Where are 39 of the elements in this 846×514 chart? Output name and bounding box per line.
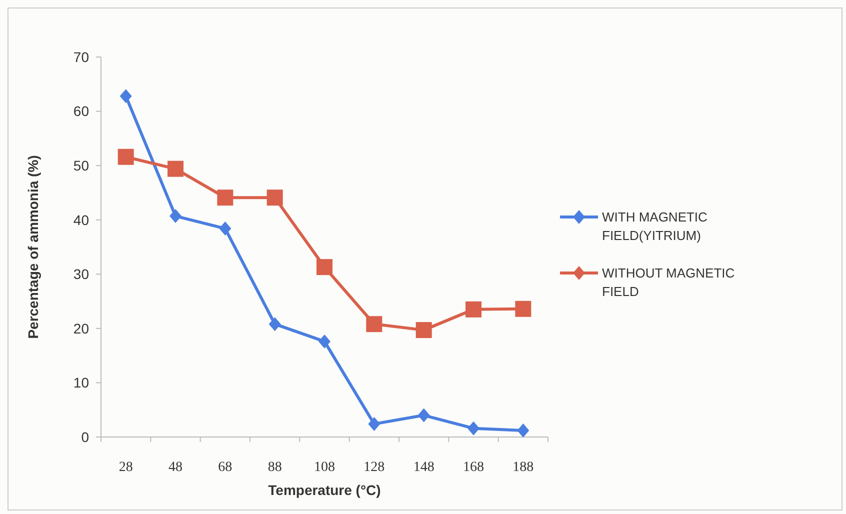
point (466, 301, 482, 318)
x-tick-label: 108 (314, 460, 335, 475)
point (170, 209, 182, 224)
y-tick-label: 50 (73, 157, 90, 174)
point (517, 423, 530, 438)
y-tick-label: 30 (73, 266, 90, 282)
x-tick-label: 128 (364, 460, 385, 475)
point (416, 322, 432, 338)
x-tick-label: 28 (118, 460, 133, 475)
y-tick-label: 0 (81, 428, 90, 445)
legend-label: WITH MAGNETIC FIELD(YITRIUM) (602, 210, 708, 243)
point (468, 421, 480, 436)
point (266, 190, 283, 206)
point (318, 334, 330, 348)
point (366, 316, 382, 332)
x-tick-label: 148 (413, 460, 434, 475)
y-tick-label: 40 (73, 212, 90, 228)
y-tick-label: 10 (73, 374, 90, 391)
x-tick-label: 48 (168, 460, 182, 475)
y-tick-label: 70 (73, 48, 90, 65)
point (168, 160, 184, 177)
point (316, 259, 332, 276)
x-tick-label: 168 (463, 460, 484, 475)
x-axis-title: Temperature (°C) (268, 482, 381, 498)
point (118, 148, 134, 165)
x-tick-label: 188 (512, 460, 534, 475)
point (219, 222, 232, 236)
legend-label: WITHOUT MAGNETIC FIELD (602, 266, 735, 299)
point (368, 416, 380, 431)
point (268, 317, 281, 332)
y-axis-title: Percentage of ammonia (%) (25, 155, 41, 339)
point (120, 89, 132, 104)
point (418, 408, 430, 422)
point (515, 300, 532, 317)
x-tick-label: 68 (218, 460, 232, 475)
y-tick-label: 20 (73, 320, 90, 336)
point (217, 190, 234, 206)
x-tick-label: 88 (268, 460, 282, 475)
y-tick-label: 60 (73, 103, 90, 120)
